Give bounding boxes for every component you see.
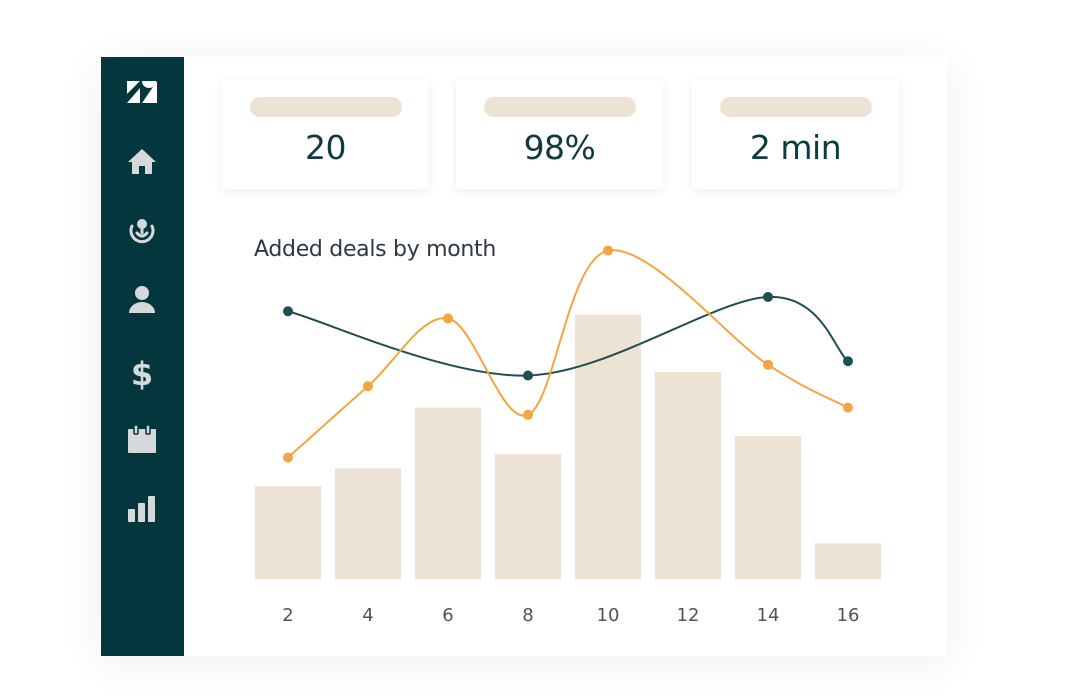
series-point bbox=[523, 409, 533, 420]
bar bbox=[815, 543, 881, 579]
x-tick-label: 2 bbox=[282, 605, 293, 626]
bar bbox=[415, 407, 481, 579]
pipeline-icon[interactable] bbox=[122, 210, 162, 250]
bar bbox=[575, 314, 641, 579]
series-point bbox=[603, 245, 613, 256]
series-point bbox=[363, 381, 373, 392]
home-icon[interactable] bbox=[122, 141, 162, 181]
x-tick-label: 8 bbox=[522, 605, 533, 626]
bar bbox=[735, 436, 801, 579]
stat-label-placeholder bbox=[484, 97, 636, 117]
bar bbox=[495, 454, 561, 579]
series-point bbox=[843, 402, 853, 413]
x-tick-label: 4 bbox=[362, 605, 373, 626]
stat-label-placeholder bbox=[250, 97, 402, 117]
stat-value: 2 min bbox=[749, 128, 842, 167]
calendar-icon[interactable] bbox=[122, 419, 162, 459]
series-point bbox=[523, 370, 533, 381]
series-point bbox=[283, 306, 293, 317]
x-tick-label: 10 bbox=[597, 605, 620, 626]
bar bbox=[655, 371, 721, 579]
bar bbox=[335, 468, 401, 579]
zendesk-logo-icon[interactable] bbox=[122, 72, 162, 112]
stat-label-placeholder bbox=[720, 97, 872, 117]
series-point bbox=[843, 356, 853, 367]
series-line bbox=[287, 249, 849, 459]
reports-icon[interactable] bbox=[122, 489, 162, 529]
series-point bbox=[763, 291, 773, 302]
x-tick-label: 16 bbox=[837, 605, 860, 626]
x-tick-label: 12 bbox=[677, 605, 700, 626]
series-point bbox=[283, 452, 293, 463]
dollar-icon[interactable]: $ bbox=[130, 355, 154, 393]
deals-chart: 2 4 6 8 10 12 14 16 bbox=[255, 245, 881, 626]
chart-title: Added deals by month bbox=[254, 237, 497, 262]
bar bbox=[255, 486, 321, 579]
x-tick-label: 14 bbox=[757, 605, 780, 626]
series-line bbox=[287, 295, 849, 377]
stat-card-1: 20 bbox=[222, 80, 429, 189]
stat-card-3: 2 min bbox=[692, 80, 899, 189]
user-icon[interactable] bbox=[122, 279, 162, 319]
series-point bbox=[763, 359, 773, 370]
series-point bbox=[443, 313, 453, 324]
dashboard-card: $ 20 98% 2 min Added deals by month 2 4 6 8… bbox=[101, 57, 947, 656]
stat-value: 98% bbox=[523, 128, 596, 167]
x-tick-label: 6 bbox=[442, 605, 453, 626]
stat-card-2: 98% bbox=[456, 80, 663, 189]
sidebar: $ bbox=[101, 57, 184, 656]
stat-value: 20 bbox=[305, 128, 347, 167]
